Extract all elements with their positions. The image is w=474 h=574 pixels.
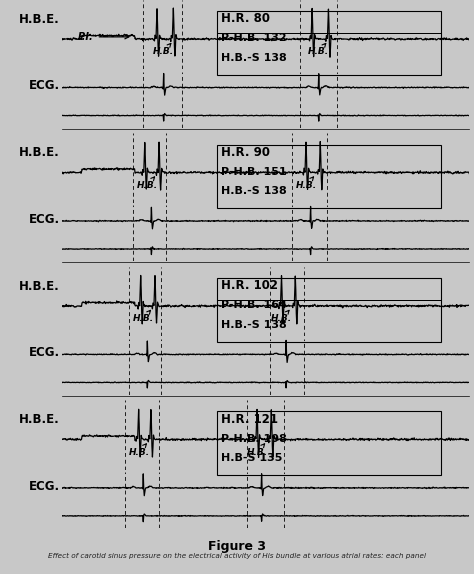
Bar	[217, 145, 441, 208]
Bar	[217, 11, 441, 75]
Bar	[217, 167, 441, 168]
Bar	[217, 270, 355, 333]
Text: H.B.E.: H.B.E.	[19, 280, 60, 293]
Text: ECG.: ECG.	[28, 480, 60, 492]
Text: P-H.B. 164: P-H.B. 164	[220, 300, 287, 310]
Text: P-H.B. 132: P-H.B. 132	[220, 33, 286, 43]
Text: H.B.: H.B.	[271, 311, 292, 323]
Bar	[217, 404, 355, 466]
Text: H.B.-S 138: H.B.-S 138	[220, 186, 286, 196]
Bar	[217, 137, 355, 199]
Text: H.B.: H.B.	[133, 311, 154, 323]
Bar	[217, 434, 441, 435]
Text: H.B.: H.B.	[153, 44, 174, 56]
Text: H.R. 102: H.R. 102	[220, 280, 278, 292]
Bar	[217, 278, 441, 342]
Text: P-H.B. 198: P-H.B. 198	[220, 434, 286, 444]
Text: P-H.B. 151: P-H.B. 151	[220, 167, 286, 177]
Text: H.B.E.: H.B.E.	[19, 13, 60, 26]
Text: H.B.: H.B.	[296, 177, 317, 189]
Text: ECG.: ECG.	[28, 79, 60, 92]
Text: P.I.: P.I.	[78, 32, 129, 42]
Text: H.B.: H.B.	[308, 44, 329, 56]
Text: H.B.E.: H.B.E.	[19, 413, 60, 426]
Text: H.B.: H.B.	[247, 444, 268, 456]
Text: H.B.E.: H.B.E.	[19, 146, 60, 160]
Bar	[217, 3, 355, 66]
Text: H.R. 121: H.R. 121	[220, 413, 278, 426]
Text: ECG.: ECG.	[28, 346, 60, 359]
Text: H.B.: H.B.	[137, 177, 158, 189]
Text: H.B-S 135: H.B-S 135	[220, 453, 282, 463]
Text: H.R. 90: H.R. 90	[220, 146, 270, 159]
Text: Effect of carotid sinus pressure on the electrical activity of His bundle at var: Effect of carotid sinus pressure on the …	[48, 553, 426, 559]
Bar	[217, 300, 441, 301]
Text: ECG.: ECG.	[28, 213, 60, 226]
Text: H.B.-S 138: H.B.-S 138	[220, 53, 286, 63]
Text: H.B.-S 138: H.B.-S 138	[220, 320, 286, 329]
Bar	[217, 412, 441, 475]
Bar	[217, 33, 441, 34]
Text: H.R. 80: H.R. 80	[220, 13, 270, 25]
Text: Figure 3: Figure 3	[208, 540, 266, 553]
Text: H.B.: H.B.	[128, 444, 150, 456]
